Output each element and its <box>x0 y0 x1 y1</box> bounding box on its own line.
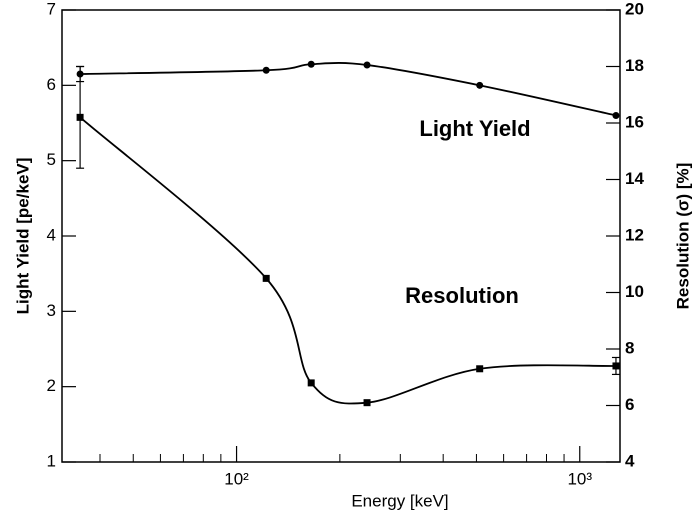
point <box>76 113 84 121</box>
y-tick-label: 3 <box>47 301 56 320</box>
annotation: Resolution <box>405 283 519 308</box>
y2-axis-title: Resolution (σ) [%] <box>673 163 692 310</box>
y2-tick-label: 14 <box>625 169 644 188</box>
y-tick-label: 2 <box>47 376 56 395</box>
point <box>363 61 371 69</box>
y2-tick-label: 16 <box>625 112 644 131</box>
point <box>476 365 484 373</box>
y2-tick-label: 20 <box>625 0 644 18</box>
y2-tick-label: 10 <box>625 282 644 301</box>
point <box>612 111 620 119</box>
y-tick-label: 5 <box>47 150 56 169</box>
y2-tick-label: 4 <box>625 451 635 470</box>
x-axis-title: Energy [keV] <box>351 491 448 510</box>
y2-tick-label: 12 <box>625 225 644 244</box>
y2-tick-label: 6 <box>625 395 634 414</box>
point <box>262 66 270 74</box>
series-line <box>80 62 617 117</box>
y2-tick-label: 8 <box>625 338 634 357</box>
y-tick-label: 6 <box>47 75 56 94</box>
x-tick-label: 10³ <box>567 469 592 488</box>
annotation: Light Yield <box>419 116 530 141</box>
point <box>476 81 484 89</box>
y-tick-label: 4 <box>47 225 56 244</box>
point <box>612 362 620 370</box>
plot-frame <box>61 9 621 463</box>
point <box>363 399 371 407</box>
point <box>262 274 270 282</box>
point <box>307 60 315 68</box>
y-tick-label: 1 <box>47 451 56 470</box>
y-axis-title: Light Yield [pe/keV] <box>13 158 32 315</box>
y2-tick-label: 18 <box>625 56 644 75</box>
x-tick-label: 10² <box>224 469 249 488</box>
point <box>307 379 315 387</box>
series-line <box>79 116 616 405</box>
y-tick-label: 7 <box>47 0 56 18</box>
